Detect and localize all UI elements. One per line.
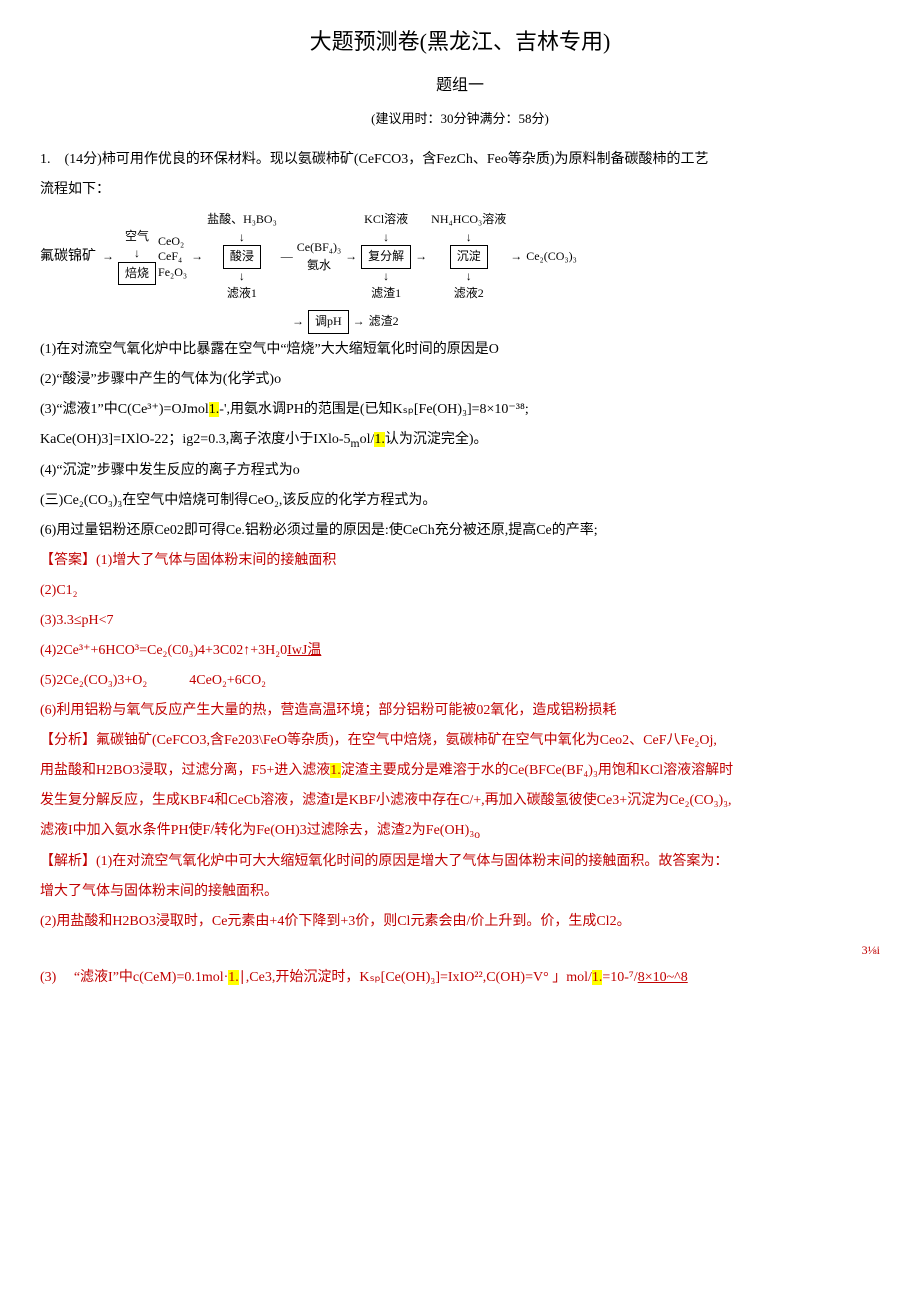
analysis-line4: 滤液I中加入氨水条件PH使F/转化为Fe(OH)3过滤除去，滤渣2为Fe(OH)… <box>40 817 880 846</box>
air-label: 空气 <box>125 229 149 245</box>
flow-input-label: 氟碳锦矿 <box>40 243 96 271</box>
explain-line1: 【解析】(1)在对流空气氧化炉中可大大缩短氧化时间的原因是增大了气体与固体粉末间… <box>40 848 880 876</box>
text: 氟碳铀矿(CeFCO3,含Fe203\FeO等杂质)，在空气中焙烧，氨碳柿矿在空… <box>96 733 717 748</box>
tail-fragment: 3⅛i <box>40 938 880 962</box>
product-out: Ce₂(CO₃)₃ <box>526 249 577 265</box>
step-adjust-ph: 调pH <box>308 310 349 334</box>
answer-label: 【答案】 <box>40 553 96 568</box>
intermediate-2: Ce(BF₄)₃ <box>297 240 341 256</box>
arrow-down-icon: ↓ <box>466 230 472 246</box>
arrow-icon: — <box>279 249 295 265</box>
subscript-end: o <box>474 828 480 841</box>
text: (1)增大了气体与固体粉末间的接触面积 <box>96 553 336 568</box>
text: ∣,Ce3,开始沉淀时，Kₛₚ[Ce(OH)₃]=IxIO²²,C(OH)=V°… <box>239 970 592 985</box>
ammonia-label: 氨水 <box>307 258 331 274</box>
arrow-icon: → <box>351 314 367 330</box>
text: 用盐酸和H2BO3浸取，过滤分离，F5+进入滤液 <box>40 763 330 778</box>
step-roast: 焙烧 <box>118 262 156 286</box>
arrow-down-icon: ↓ <box>383 269 389 285</box>
section-title: 题组一 <box>40 70 880 102</box>
q1-part3b: KaCe(OH)3]=IXlO-22；ig2=0.3,离子浓度小于IXlo-5m… <box>40 426 880 455</box>
text: 认为沉淀完全)。 <box>385 432 488 447</box>
arrow-icon: → <box>290 314 306 330</box>
highlight: 1. <box>330 763 341 778</box>
highlight: 1. <box>592 970 603 985</box>
step-metathesis: 复分解 <box>361 245 411 269</box>
q1-intro-line1: 1. (14分)柿可用作优良的环保材料。现以氨碳柿矿(CeFCO3，含FezCh… <box>40 146 880 174</box>
text: KaCe(OH)3]=IXlO-22；ig2=0.3,离子浓度小于IXlo-5 <box>40 432 351 447</box>
answer-line6: (6)利用铝粉与氧气反应产生大量的热，营造高温环境；部分铝粉可能被02氧化，造成… <box>40 697 880 725</box>
analysis-line3: 发生复分解反应，生成KBF4和CeCb溶液，滤渣I是KBF小滤液中存在C/+,再… <box>40 787 880 815</box>
answer-line3: (3)3.3≤pH<7 <box>40 607 880 635</box>
explain-label: 【解析】 <box>40 854 96 869</box>
text: (4)2Ce³⁺+6HCO³=Ce₂(C0₃)4+3C02↑+3H₂0 <box>40 643 287 658</box>
kcl-label: KCl溶液 <box>364 212 408 228</box>
arrow-icon: → <box>343 249 359 265</box>
arrow-down-icon: ↓ <box>466 269 472 285</box>
q1-part2: (2)“酸浸”步骤中产生的气体为(化学式)o <box>40 366 880 394</box>
arrow-icon: → <box>413 249 429 265</box>
explain-line2: (2)用盐酸和H2BO3浸取时，Ce元素由+4价下降到+3价，则Cl元素会由/价… <box>40 908 880 936</box>
text: 淀渣主要成分是难溶于水的Ce(BFCe(BF₄)₃用饱和KCl溶液溶解时 <box>341 763 733 778</box>
q1-part6: (6)用过量铝粉还原Ce02即可得Ce.铝粉必须过量的原因是:使CeCh充分被还… <box>40 517 880 545</box>
text: ol/ <box>360 432 375 447</box>
meta-info: (建议用时：30分钟满分：58分) <box>40 106 880 132</box>
text: (3) “滤液I”中c(CeM)=0.1mol· <box>40 970 228 985</box>
q1-part4: (4)“沉淀”步骤中发生反应的离子方程式为o <box>40 457 880 485</box>
filtrate-2: 滤液2 <box>454 286 484 302</box>
arrow-down-icon: ↓ <box>239 230 245 246</box>
nh4-label: NH₄HCO₃溶液 <box>431 212 506 228</box>
text: (3)“滤液1”中C(Ce³⁺)=OJmol <box>40 402 209 417</box>
answer-line1: 【答案】(1)增大了气体与固体粉末间的接触面积 <box>40 547 880 575</box>
step-leach: 酸浸 <box>223 245 261 269</box>
underline-text: IwJ温 <box>287 643 321 658</box>
residue-2: 滤渣2 <box>369 314 399 330</box>
analysis-line1: 【分析】氟碳铀矿(CeFCO3,含Fe203\FeO等杂质)，在空气中焙烧，氨碳… <box>40 727 880 755</box>
analysis-line2: 用盐酸和H2BO3浸取，过滤分离，F5+进入滤液1.淀渣主要成分是难溶于水的Ce… <box>40 757 880 785</box>
subscript: m <box>351 436 360 449</box>
arrow-down-icon: ↓ <box>383 230 389 246</box>
arrow-down-icon: ↓ <box>239 269 245 285</box>
explain-line1b: 增大了气体与固体粉末间的接触面积。 <box>40 878 880 906</box>
q1-part3a: (3)“滤液1”中C(Ce³⁺)=OJmol1.-',用氨水调PH的范围是(已知… <box>40 396 880 424</box>
filtrate-1: 滤液1 <box>227 286 257 302</box>
arrow-down-icon: ↓ <box>134 246 140 262</box>
answer-line4: (4)2Ce³⁺+6HCO³=Ce₂(C0₃)4+3C02↑+3H₂0IwJ温 <box>40 637 880 665</box>
acid-label: 盐酸、H₃BO₃ <box>207 212 277 228</box>
step-precipitate: 沉淀 <box>450 245 488 269</box>
page-title: 大题预测卷(黑龙江、吉林专用) <box>40 20 880 64</box>
text: (1)在对流空气氧化炉中可大大缩短氧化时间的原因是增大了气体与固体粉末间的接触面… <box>96 854 728 869</box>
text: -',用氨水调PH的范围是(已知Kₛₚ[Fe(OH)₃]=8×10⁻³⁸; <box>219 402 528 417</box>
q1-part1: (1)在对流空气氧化炉中比暴露在空气中“焙烧”大大缩短氧化时间的原因是O <box>40 336 880 364</box>
text: 滤液I中加入氨水条件PH使F/转化为Fe(OH)3过滤除去，滤渣2为Fe(OH)… <box>40 823 474 838</box>
explain-line3: (3) “滤液I”中c(CeM)=0.1mol·1.∣,Ce3,开始沉淀时，Kₛ… <box>40 964 880 992</box>
residue-1: 滤渣1 <box>371 286 401 302</box>
arrow-icon: → <box>508 249 524 265</box>
q1-part5: (三)Ce₂(CO₃)₃在空气中焙烧可制得CeO₂,该反应的化学方程式为。 <box>40 487 880 515</box>
intermediate-1: CeO₂ CeF₄ Fe₂O₃ <box>158 234 187 281</box>
answer-line5: (5)2Ce₂(CO₃)3+O₂ 4CeO₂+6CO₂ <box>40 667 880 695</box>
highlight: 1. <box>209 402 220 417</box>
arrow-icon: → <box>189 249 205 265</box>
answer-line2: (2)C1₂ <box>40 577 880 605</box>
text: =10-⁷/ <box>602 970 637 985</box>
highlight: 1. <box>228 970 239 985</box>
arrow-icon: → <box>100 249 116 265</box>
flow-bottom-row: → 调pH → 滤渣2 <box>290 310 880 334</box>
process-flow-diagram: 氟碳锦矿 → 空气 ↓ 焙烧 CeO₂ CeF₄ Fe₂O₃ → 盐酸、H₃BO… <box>40 212 880 302</box>
q1-intro-line2: 流程如下： <box>40 176 880 204</box>
highlight: 1. <box>374 432 385 447</box>
analysis-label: 【分析】 <box>40 733 96 748</box>
underline-text: 8×10~^8 <box>638 970 688 985</box>
